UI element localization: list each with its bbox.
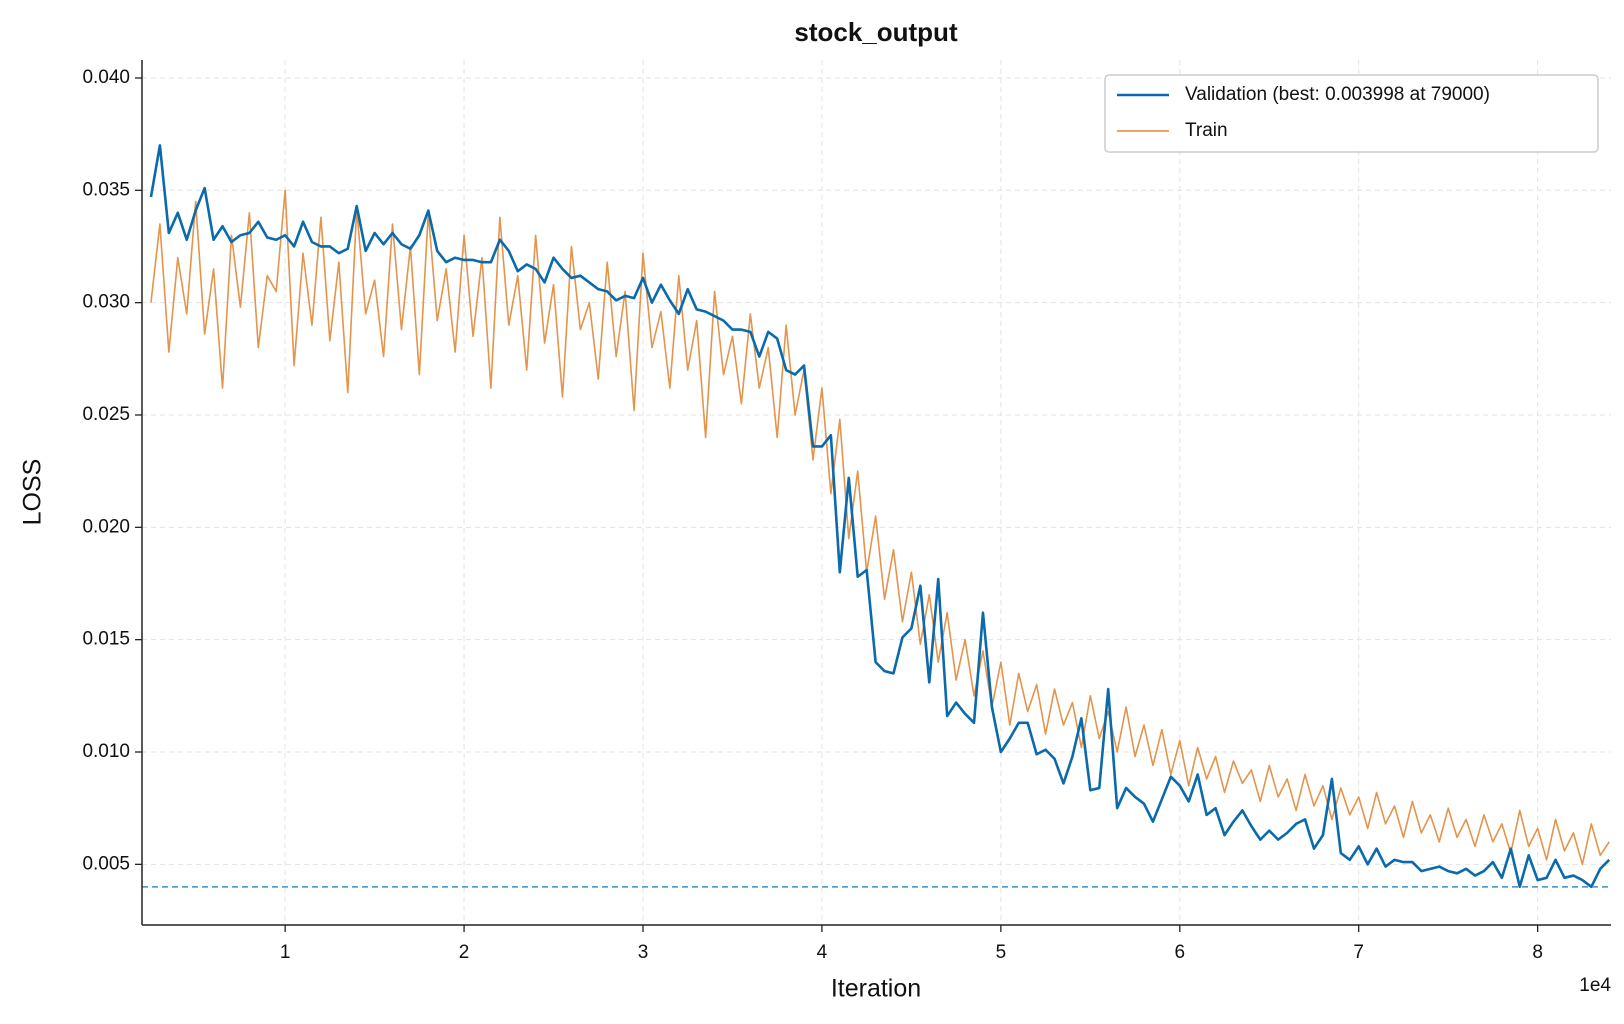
y-tick-label: 0.035 <box>82 179 130 200</box>
x-tick-label: 3 <box>638 942 649 963</box>
y-tick-label: 0.040 <box>82 67 130 88</box>
line-series <box>149 144 1611 889</box>
line-series <box>150 189 1610 866</box>
y-tick-label: 0.030 <box>82 292 130 313</box>
y-axis-label: LOSS <box>19 459 47 526</box>
x-tick-label: 4 <box>817 942 828 963</box>
y-tick-label: 0.020 <box>82 516 130 537</box>
x-tick-label: 6 <box>1174 942 1185 963</box>
legend-label: Validation (best: 0.003998 at 79000) <box>1185 84 1490 105</box>
x-tick-label: 7 <box>1353 942 1364 963</box>
y-tick-label: 0.015 <box>82 629 130 650</box>
y-tick-label: 0.005 <box>82 853 130 874</box>
x-tick-label: 8 <box>1532 942 1543 963</box>
legend-box <box>1104 74 1599 153</box>
x-axis-label: Iteration <box>831 975 921 1003</box>
y-tick-label: 0.010 <box>82 741 130 762</box>
chart-title: stock_output <box>794 17 958 47</box>
x-tick-label: 1 <box>280 942 291 963</box>
x-tick-label: 5 <box>996 942 1007 963</box>
x-offset-label: 1e4 <box>1579 975 1611 996</box>
legend: Validation (best: 0.003998 at 79000) Trai… <box>1104 74 1599 153</box>
legend-label: Train <box>1185 120 1228 141</box>
y-tick-label: 0.025 <box>82 404 130 425</box>
x-tick-label: 2 <box>459 942 470 963</box>
